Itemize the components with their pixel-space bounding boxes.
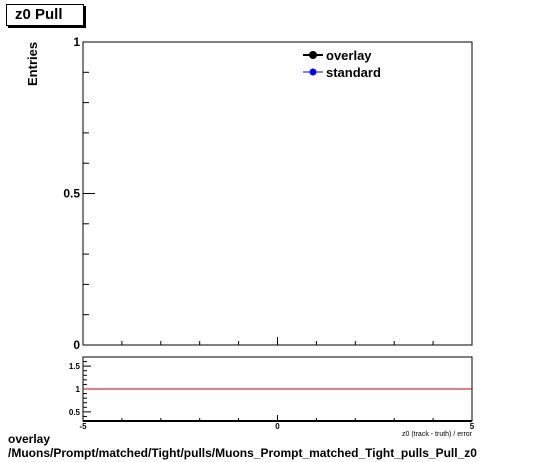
- ratio-y-tick-labels: 0.5 1 1.5: [69, 362, 81, 417]
- ratio-x-tick-label: -5: [79, 422, 87, 431]
- chart-title: z0 Pull: [15, 6, 63, 23]
- legend-overlay-label: overlay: [326, 48, 372, 63]
- caption-line-2: /Muons/Prompt/matched/Tight/pulls/Muons_…: [8, 446, 477, 460]
- ratio-x-tick-label: 0: [275, 422, 280, 431]
- legend-standard-label: standard: [326, 65, 381, 80]
- chart-title-box: z0 Pull: [6, 4, 84, 26]
- main-y-ticks: [83, 41, 95, 346]
- ratio-y-tick-label: 0.5: [69, 408, 81, 417]
- main-plot-frame: [82, 41, 473, 346]
- main-y-tick-label: 0: [73, 338, 80, 352]
- main-y-tick-label: 1: [73, 35, 80, 49]
- main-x-ticks: [82, 337, 473, 345]
- legend-overlay-marker: [309, 51, 317, 59]
- ratio-x-tick-label: 5: [470, 422, 475, 431]
- y-axis-label: Entries: [25, 42, 40, 86]
- main-y-tick-label: 0.5: [63, 187, 80, 201]
- ratio-y-tick-label: 1.5: [69, 362, 81, 371]
- legend: overlay standard: [303, 48, 381, 80]
- legend-standard-marker: [309, 68, 317, 76]
- main-y-tick-labels: 00.51: [63, 35, 80, 352]
- x-axis-label: z0 (track - truth) / error: [402, 431, 473, 438]
- ratio-x-tick-labels: -5 0 5: [79, 422, 474, 431]
- ratio-y-tick-label: 1: [76, 385, 81, 394]
- caption-line-1: overlay: [8, 432, 51, 446]
